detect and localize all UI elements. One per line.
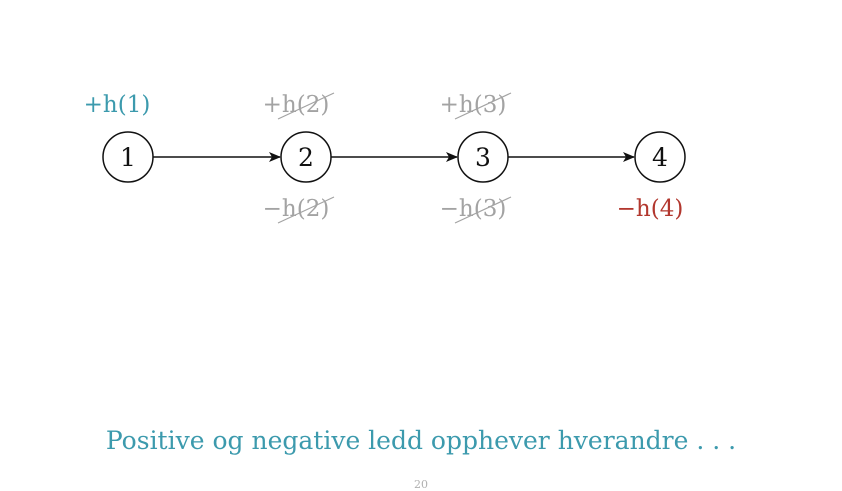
strike-minus-h2 xyxy=(277,196,335,224)
term-minus-h4: −h(4) xyxy=(617,196,684,222)
term-minus-h2: −h(2) xyxy=(263,196,330,222)
node-1-label: 1 xyxy=(120,143,136,172)
strike-plus-h3 xyxy=(454,92,512,120)
node-1: 1 xyxy=(102,131,154,183)
term-plus-h3: +h(3) xyxy=(440,92,507,118)
node-3: 3 xyxy=(457,131,509,183)
term-minus-h2-cancelled: −h(2) xyxy=(263,196,335,224)
node-2-label: 2 xyxy=(298,143,314,172)
node-2: 2 xyxy=(280,131,332,183)
term-plus-h1: +h(1) xyxy=(84,92,151,118)
strike-plus-h2 xyxy=(277,92,335,120)
term-plus-h3-cancelled: +h(3) xyxy=(440,92,512,120)
page-number: 20 xyxy=(414,478,428,491)
node-3-label: 3 xyxy=(475,143,491,172)
term-plus-h2-cancelled: +h(2) xyxy=(263,92,335,120)
node-4-label: 4 xyxy=(652,143,668,172)
term-minus-h3-cancelled: −h(3) xyxy=(440,196,512,224)
strike-minus-h3 xyxy=(454,196,512,224)
node-4: 4 xyxy=(634,131,686,183)
slide-caption: Positive og negative ledd opphever hvera… xyxy=(105,426,737,455)
term-minus-h3: −h(3) xyxy=(440,196,507,222)
term-plus-h2: +h(2) xyxy=(263,92,330,118)
